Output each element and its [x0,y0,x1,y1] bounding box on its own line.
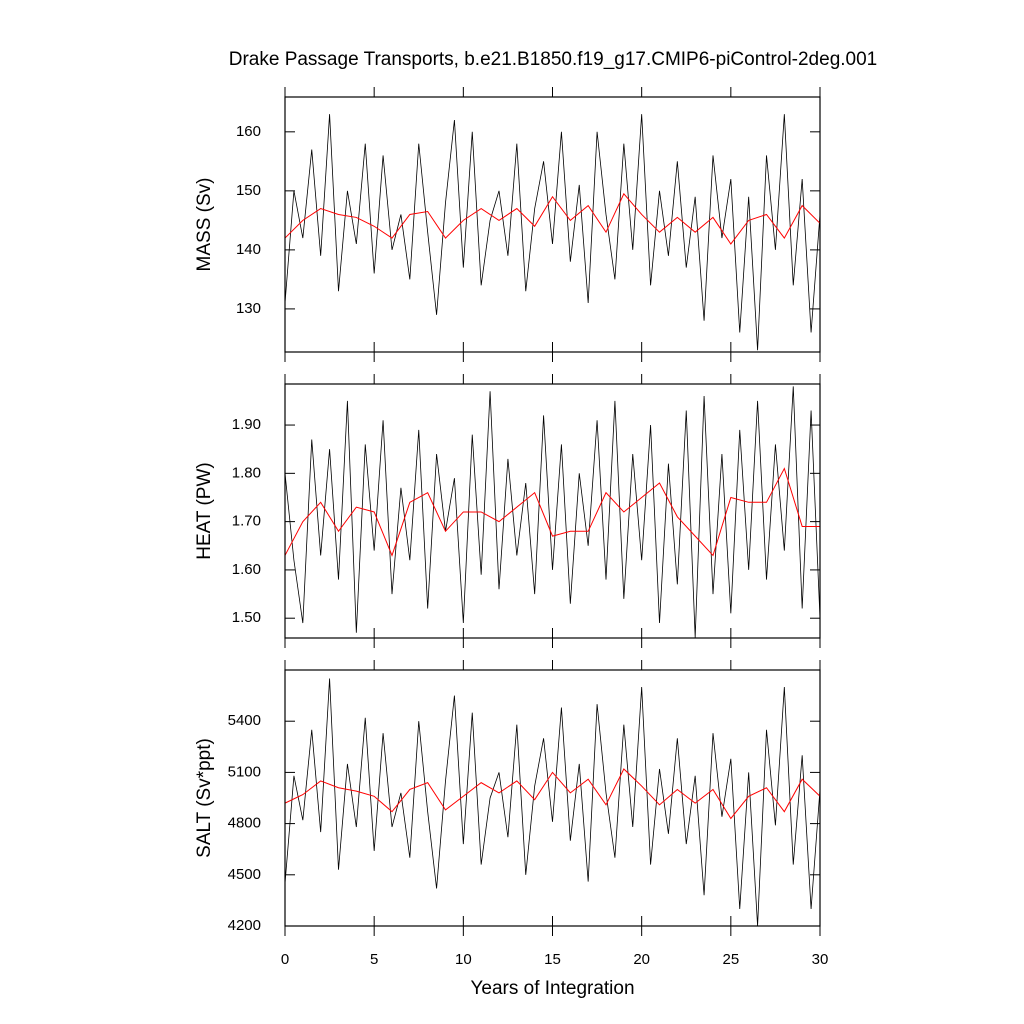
plot-frame [284,383,821,639]
x-tick-label: 20 [633,951,650,968]
y-tick-label: 1.70 [232,513,261,530]
y-tick-label: 4200 [228,917,261,934]
y-tick-label: 4800 [228,815,261,832]
y-tick-label: 160 [236,123,261,140]
x-axis-label: Years of Integration [470,978,634,999]
series-line [284,386,821,638]
plot-frame [284,96,821,353]
y-tick-label: 1.80 [232,464,261,481]
y-tick-label: 130 [236,300,261,317]
plot-frame [284,669,821,927]
x-tick-label: 5 [370,951,378,968]
x-tick-label: 10 [455,951,472,968]
x-tick-label: 0 [281,951,289,968]
y-tick-label: 1.50 [232,609,261,626]
series-line [284,114,821,351]
y-tick-label: 5400 [228,712,261,729]
figure-title: Drake Passage Transports, b.e21.B1850.f1… [229,49,878,70]
series-line [284,192,821,245]
series-line [284,678,821,927]
series-line [284,768,821,820]
x-tick-label: 30 [812,951,829,968]
y-tick-label: 150 [236,182,261,199]
y-axis-label: HEAT (PW) [194,462,215,559]
x-tick-label: 15 [544,951,561,968]
y-axis-label: MASS (Sv) [194,178,215,272]
y-tick-label: 140 [236,241,261,258]
y-tick-label: 1.60 [232,561,261,578]
y-tick-label: 1.90 [232,416,261,433]
series-line [284,467,820,557]
y-axis-label: SALT (Sv*ppt) [194,738,215,858]
x-tick-label: 25 [722,951,739,968]
y-tick-label: 4500 [228,866,261,883]
y-tick-label: 5100 [228,763,261,780]
